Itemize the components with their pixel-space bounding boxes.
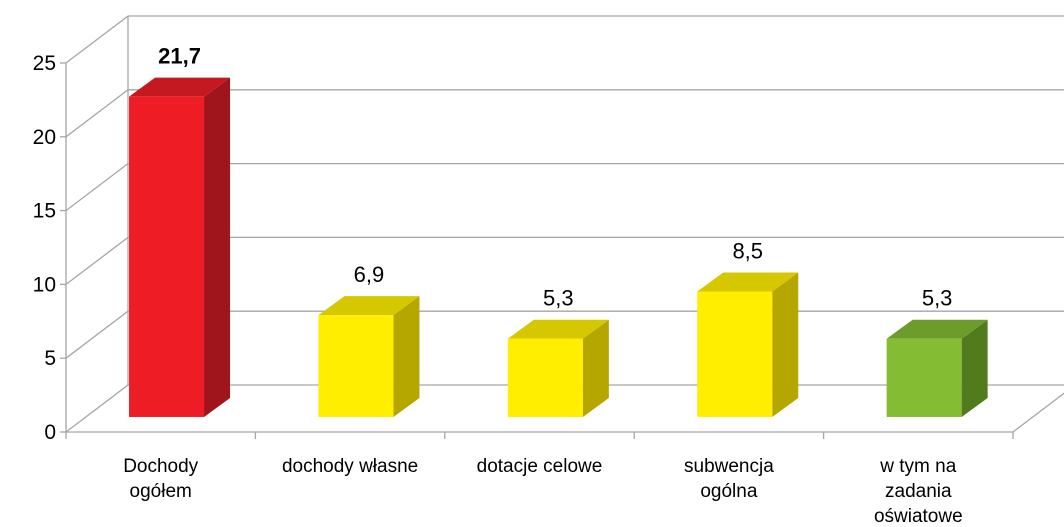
bar-layer	[129, 77, 988, 417]
data-label-4: 5,3	[922, 286, 953, 311]
axis-layer: 0 5 10 15 20 25	[33, 52, 1014, 444]
x-tick-label-4-2: oświatowe	[874, 506, 963, 527]
gridline-side-20	[65, 89, 129, 138]
y-tick-label-15: 15	[33, 200, 56, 223]
bar-front-2	[507, 338, 583, 417]
x-tick-label-0-0: Dochody	[123, 456, 198, 477]
gridline-side-25	[65, 15, 129, 64]
bar-2	[507, 319, 609, 417]
label-layer: Dochody ogółem dochody własne dotacje celow…	[123, 44, 962, 527]
bar-side-2	[582, 319, 609, 417]
x-tick-label-3-0: subwencja	[684, 456, 774, 477]
x-tick-label-4-0: w tym na	[879, 456, 956, 477]
bar-0	[129, 77, 231, 417]
grid-layer	[65, 15, 1064, 433]
y-tick-label-10: 10	[33, 273, 56, 296]
y-tick-label-25: 25	[33, 52, 56, 75]
gridline-side-15	[65, 163, 129, 212]
bar-4	[886, 319, 988, 417]
x-tick-label-0-1: ogółem	[130, 481, 192, 502]
gridline-side-0	[65, 384, 129, 433]
y-tick-label-5: 5	[44, 347, 56, 370]
data-label-0: 21,7	[158, 44, 201, 69]
bar-top-2	[507, 319, 609, 339]
bar-side-4	[961, 319, 988, 417]
gridline-side-5	[65, 310, 129, 359]
bar-side-0	[204, 77, 231, 417]
y-tick-label-20: 20	[33, 126, 56, 149]
x-tick-label-2-0: dotacje celowe	[477, 456, 603, 477]
floor-right-edge	[1012, 392, 1064, 433]
bar-front-4	[886, 338, 962, 417]
bar-front-0	[129, 96, 205, 417]
data-label-3: 8,5	[732, 239, 763, 264]
bar-top-1	[318, 296, 420, 316]
y-tick-label-0: 0	[44, 421, 56, 444]
bar-side-3	[772, 272, 799, 417]
bar-side-1	[393, 296, 420, 417]
x-tick-label-1-0: dochody własne	[282, 456, 418, 477]
data-label-2: 5,3	[543, 286, 574, 311]
gridline-side-10	[65, 236, 129, 285]
bar-top-0	[129, 77, 231, 97]
x-tick-label-3-1: ogólna	[700, 481, 757, 502]
bar-front-3	[697, 291, 773, 417]
bar-front-1	[318, 315, 394, 417]
bar-top-4	[886, 319, 988, 339]
x-tick-label-4-1: zadania	[885, 481, 952, 502]
bar-1	[318, 296, 420, 417]
bar-top-3	[697, 272, 799, 292]
data-label-1: 6,9	[354, 262, 385, 287]
bar-3	[697, 272, 799, 417]
